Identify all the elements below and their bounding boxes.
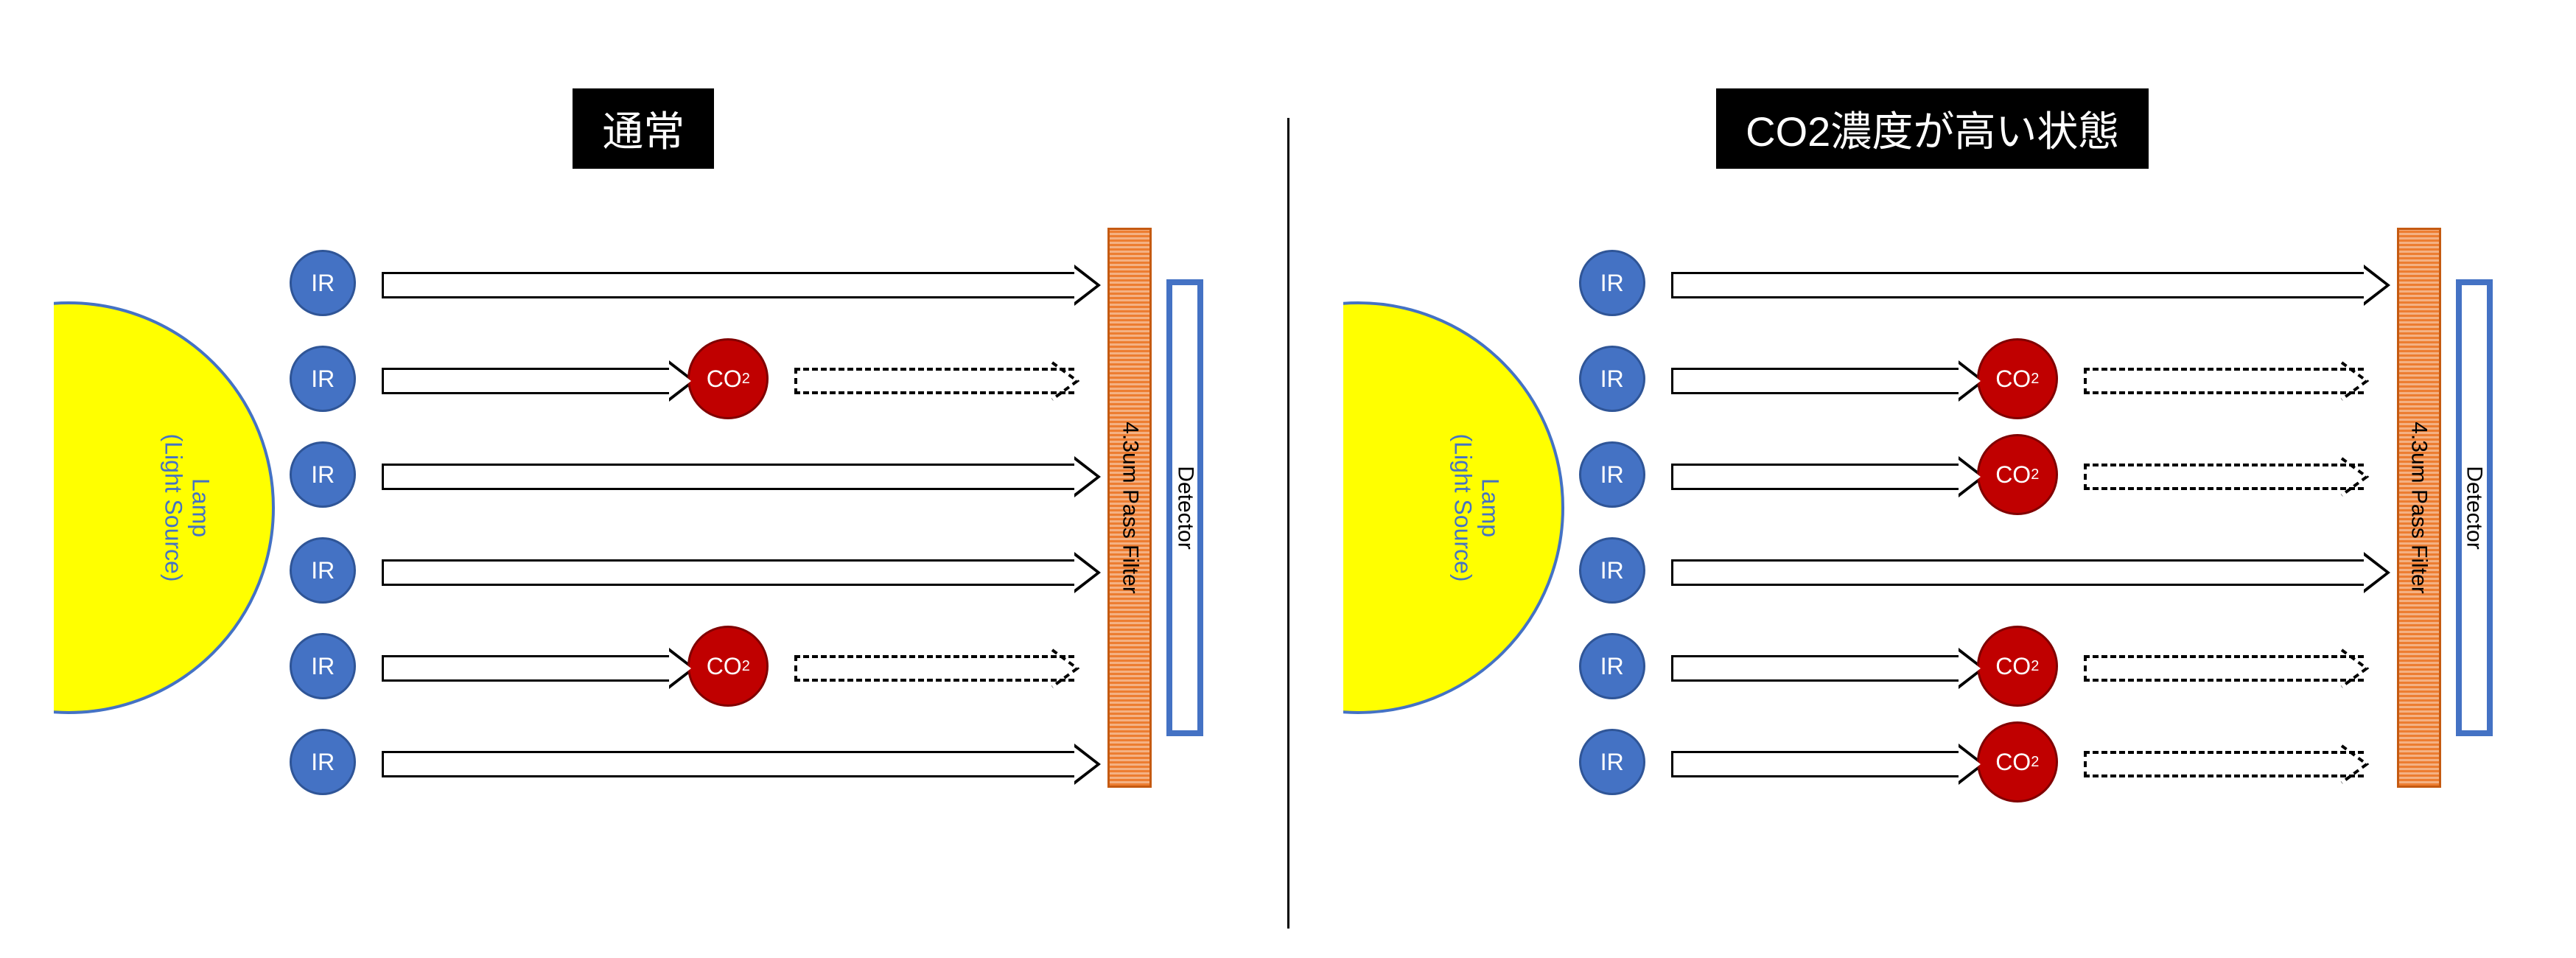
co2-circle: CO2 bbox=[687, 338, 769, 419]
ir-arrow-short bbox=[1671, 655, 1959, 682]
panel-high-co2: CO2濃度が高い状態 Lamp(Light Source) 4.3um Pass … bbox=[1289, 0, 2576, 958]
ir-arrow-dashed bbox=[2084, 751, 2364, 777]
ir-arrow-dashed bbox=[2084, 464, 2364, 490]
ir-arrow-dashed bbox=[794, 655, 1074, 682]
diagram-normal: Lamp(Light Source) 4.3um Pass Filter Detec… bbox=[54, 228, 1233, 817]
co2-circle: CO2 bbox=[1977, 434, 2058, 515]
lamp-label: Lamp(Light Source) bbox=[1449, 434, 1503, 582]
ir-arrow-dashed bbox=[794, 368, 1074, 394]
lamp-icon: Lamp(Light Source) bbox=[54, 301, 275, 714]
filter-label: 4.3um Pass Filter bbox=[2407, 422, 2432, 593]
detector-label: Detector bbox=[1172, 466, 1197, 549]
co2-circle: CO2 bbox=[1977, 338, 2058, 419]
ir-arrow bbox=[382, 559, 1074, 586]
ir-circle: IR bbox=[290, 346, 356, 412]
ir-arrow bbox=[382, 464, 1074, 490]
detector-label: Detector bbox=[2462, 466, 2487, 549]
lamp-label: Lamp(Light Source) bbox=[160, 434, 214, 582]
title-high-co2: CO2濃度が高い状態 bbox=[1716, 88, 2149, 169]
detector-bar: Detector bbox=[1166, 279, 1203, 736]
ir-circle: IR bbox=[290, 633, 356, 699]
ir-arrow bbox=[1671, 272, 2364, 298]
ir-arrow bbox=[382, 751, 1074, 777]
co2-circle: CO2 bbox=[1977, 721, 2058, 803]
ir-arrow-short bbox=[1671, 751, 1959, 777]
container: 通常 Lamp(Light Source) 4.3um Pass Filter De… bbox=[0, 0, 2576, 958]
ir-circle: IR bbox=[1579, 441, 1645, 508]
ir-arrow bbox=[1671, 559, 2364, 586]
ir-circle: IR bbox=[1579, 729, 1645, 795]
ir-circle: IR bbox=[1579, 250, 1645, 316]
filter-bar: 4.3um Pass Filter bbox=[2397, 228, 2441, 788]
ir-circle: IR bbox=[1579, 633, 1645, 699]
ir-circle: IR bbox=[1579, 537, 1645, 604]
ir-circle: IR bbox=[290, 441, 356, 508]
diagram-high-co2: Lamp(Light Source) 4.3um Pass Filter Detec… bbox=[1343, 228, 2522, 817]
ir-arrow-short bbox=[382, 368, 669, 394]
panel-normal: 通常 Lamp(Light Source) 4.3um Pass Filter De… bbox=[0, 0, 1287, 958]
filter-label: 4.3um Pass Filter bbox=[1117, 422, 1142, 593]
ir-arrow-short bbox=[1671, 368, 1959, 394]
ir-circle: IR bbox=[290, 250, 356, 316]
lamp-icon: Lamp(Light Source) bbox=[1343, 301, 1564, 714]
co2-circle: CO2 bbox=[1977, 626, 2058, 707]
co2-circle: CO2 bbox=[687, 626, 769, 707]
ir-circle: IR bbox=[290, 537, 356, 604]
ir-arrow-short bbox=[382, 655, 669, 682]
filter-bar: 4.3um Pass Filter bbox=[1107, 228, 1152, 788]
detector-bar: Detector bbox=[2456, 279, 2493, 736]
ir-circle: IR bbox=[290, 729, 356, 795]
ir-arrow-short bbox=[1671, 464, 1959, 490]
title-normal: 通常 bbox=[573, 88, 714, 169]
ir-circle: IR bbox=[1579, 346, 1645, 412]
ir-arrow-dashed bbox=[2084, 655, 2364, 682]
ir-arrow-dashed bbox=[2084, 368, 2364, 394]
ir-arrow bbox=[382, 272, 1074, 298]
